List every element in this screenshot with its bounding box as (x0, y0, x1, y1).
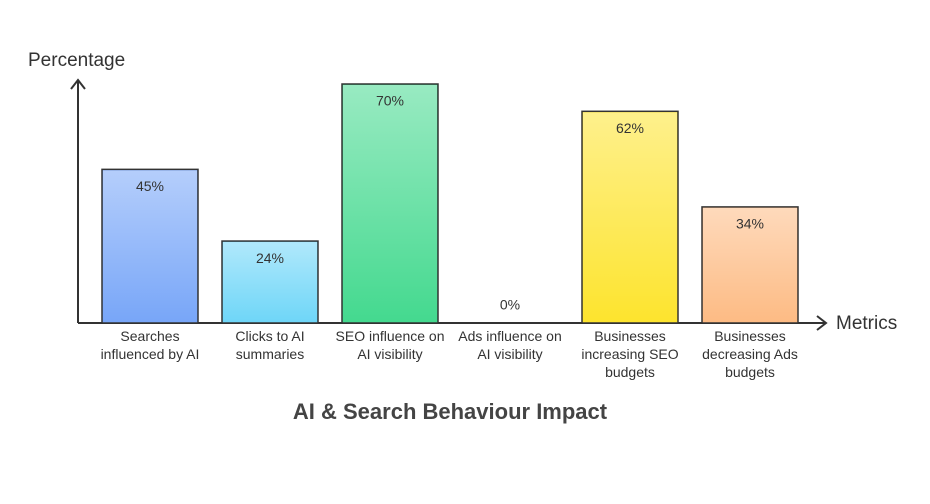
x-tick-label: Searches influenced by AI (100, 328, 200, 362)
bar-highlight (223, 242, 317, 322)
x-axis-arrow (816, 315, 828, 331)
value-label: 0% (500, 297, 520, 313)
x-tick-label: Businesses increasing SEO budgets (581, 328, 679, 380)
bar-highlight (703, 207, 797, 322)
value-label: 70% (376, 93, 404, 109)
x-tick-label: Clicks to AI summaries (235, 328, 305, 362)
x-tick-label: Ads influence on AI visibility (458, 328, 562, 362)
y-axis-arrow (70, 78, 86, 90)
bar-highlight (103, 170, 197, 322)
value-label: 34% (736, 216, 764, 232)
value-label: 45% (136, 178, 164, 194)
value-label: 62% (616, 120, 644, 136)
x-axis-label: Metrics (836, 313, 897, 334)
x-tick-label: Businesses decreasing Ads budgets (702, 328, 798, 380)
x-tick-label: SEO influence on AI visibility (335, 328, 445, 362)
bar-highlight (583, 112, 677, 322)
bar-highlight (343, 85, 437, 322)
value-label: 24% (256, 250, 284, 266)
chart-title: AI & Search Behaviour Impact (293, 399, 608, 424)
y-axis-label: Percentage (28, 50, 125, 71)
